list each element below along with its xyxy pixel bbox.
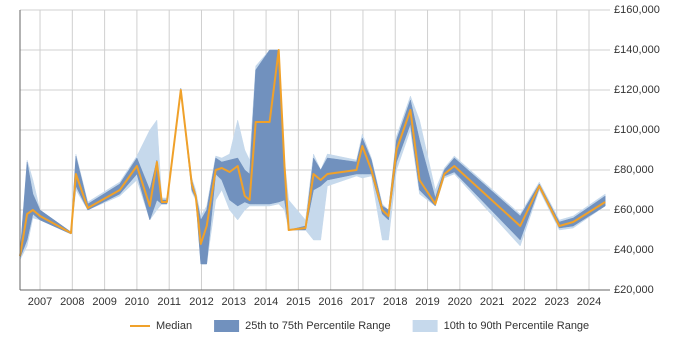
- x-tick-label: 2014: [254, 296, 278, 308]
- y-tick-label: £40,000: [614, 244, 654, 256]
- x-tick-label: 2015: [286, 296, 310, 308]
- y-tick-label: £80,000: [614, 164, 654, 176]
- x-tick-label: 2010: [125, 296, 149, 308]
- y-tick-label: £60,000: [614, 204, 654, 216]
- y-tick-label: £100,000: [614, 124, 660, 136]
- x-tick-label: 2013: [222, 296, 246, 308]
- legend-label: 25th to 75th Percentile Range: [245, 320, 391, 332]
- legend-label: Median: [156, 320, 192, 332]
- median-line: [19, 49, 606, 257]
- x-tick-label: 2017: [351, 296, 375, 308]
- legend-swatch: [214, 320, 240, 332]
- y-tick-label: £160,000: [614, 4, 660, 16]
- y-tick-label: £120,000: [614, 84, 660, 96]
- x-tick-label: 2012: [189, 296, 213, 308]
- x-tick-label: 2022: [512, 296, 536, 308]
- x-tick-label: 2024: [577, 296, 601, 308]
- x-tick-label: 2016: [318, 296, 342, 308]
- x-tick-label: 2021: [480, 296, 504, 308]
- x-tick-label: 2019: [415, 296, 439, 308]
- x-tick-label: 2009: [92, 296, 116, 308]
- legend-label: 10th to 90th Percentile Range: [444, 320, 590, 332]
- y-tick-label: £20,000: [614, 284, 654, 296]
- x-tick-label: 2007: [28, 296, 52, 308]
- legend-swatch: [412, 320, 438, 332]
- x-tick-label: 2023: [544, 296, 568, 308]
- y-tick-label: £140,000: [614, 44, 660, 56]
- x-tick-label: 2008: [60, 296, 84, 308]
- x-tick-label: 2011: [157, 296, 181, 308]
- x-tick-label: 2018: [383, 296, 407, 308]
- x-tick-label: 2020: [448, 296, 472, 308]
